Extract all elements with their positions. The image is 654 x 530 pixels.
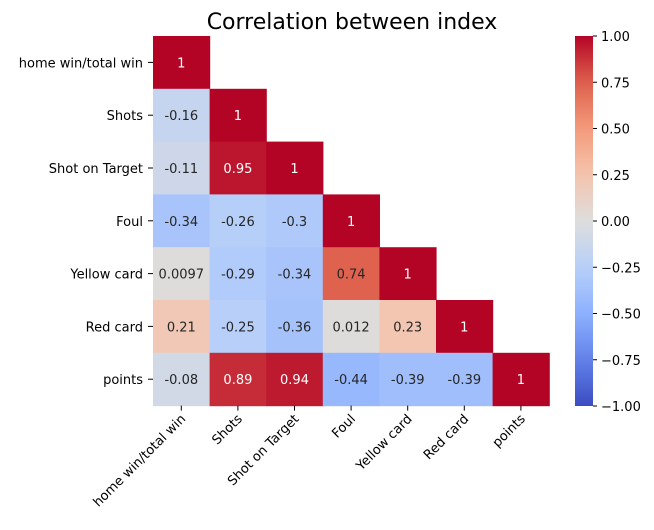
heatmap-cell-6-2 [266, 352, 324, 407]
cell-value-label-5-1: -0.25 [221, 320, 255, 335]
heatmap-cell-4-2 [266, 247, 324, 301]
heatmap-cell-2-2 [266, 141, 324, 195]
heatmap-cell-0-0 [153, 36, 211, 90]
cell-value-label-6-5: -0.39 [447, 373, 481, 388]
heatmap-cell-4-0 [153, 247, 211, 301]
heatmap-cell-6-1 [209, 352, 267, 407]
heatmap-cells [153, 36, 550, 407]
cell-value-label-3-3: 1 [347, 215, 355, 230]
cell-value-label-1-0: -0.16 [164, 109, 198, 124]
cell-value-label-6-3: -0.44 [334, 373, 368, 388]
cell-value-label-4-2: -0.34 [278, 268, 312, 283]
cell-value-label-5-2: -0.36 [278, 320, 312, 335]
y-tick-label-0: home win/total win [19, 56, 143, 71]
y-tick-label-5: Red card [86, 320, 143, 335]
heatmap-cell-5-1 [209, 300, 267, 354]
heatmap-cell-5-0 [153, 300, 211, 354]
colorbar-tick-label-2: 0.50 [601, 123, 630, 138]
cell-value-label-6-2: 0.94 [280, 373, 309, 388]
heatmap-cell-6-5 [436, 352, 494, 407]
heatmap-cell-6-3 [322, 352, 380, 407]
colorbar-tick-label-4: 0.00 [601, 215, 630, 230]
heatmap-cell-4-3 [322, 247, 380, 301]
cell-value-label-4-3: 0.74 [337, 268, 366, 283]
heatmap-cell-5-2 [266, 300, 324, 354]
colorbar-tick-label-3: 0.25 [601, 169, 630, 184]
cell-value-label-5-3: 0.012 [332, 320, 369, 335]
colorbar-tick-label-0: 1.00 [601, 30, 630, 45]
heatmap-cell-3-0 [153, 194, 211, 248]
cell-value-label-6-6: 1 [517, 373, 525, 388]
cell-value-label-2-2: 1 [290, 162, 298, 177]
x-tick-label-3: Foul [329, 412, 359, 442]
cell-value-label-5-0: 0.21 [167, 320, 196, 335]
x-tick-label-6: points [490, 412, 529, 451]
cell-value-label-6-0: -0.08 [164, 373, 198, 388]
cell-value-label-3-1: -0.26 [221, 215, 255, 230]
cell-value-label-5-4: 0.23 [393, 320, 422, 335]
heatmap-cell-3-2 [266, 194, 324, 248]
x-tick-label-1: Shots [209, 412, 245, 448]
cell-value-label-1-1: 1 [234, 109, 242, 124]
x-tick-label-5: Red card [421, 412, 472, 463]
colorbar-ticks: 1.00 0.75 0.50 0.25 0.00 −0.25 −0.50 −0.75 −1.00 [593, 30, 641, 415]
y-tick-label-3: Foul [116, 215, 143, 230]
cell-value-label-6-1: 0.89 [223, 373, 252, 388]
y-tick-label-6: points [103, 373, 143, 388]
heatmap-cell-6-4 [379, 352, 437, 407]
colorbar-tick-label-1: 0.75 [601, 76, 630, 91]
cell-value-label-6-4: -0.39 [391, 373, 425, 388]
cell-value-label-0-0: 1 [177, 56, 185, 71]
heatmap-cell-6-0 [153, 352, 211, 407]
cell-value-label-3-2: -0.3 [282, 215, 307, 230]
heatmap-cell-labels: 1 -0.16 1 -0.11 0.95 1 -0.34 -0.26 -0.3 1 0.0097 -0… [159, 56, 525, 388]
cell-value-label-5-5: 1 [460, 320, 468, 335]
x-tick-label-0: home win/total win [91, 412, 189, 510]
heatmap-cell-5-4 [379, 300, 437, 354]
colorbar-tick-label-5: −0.25 [601, 261, 641, 276]
y-tick-label-4: Yellow card [69, 268, 143, 283]
colorbar-gradient [575, 36, 593, 406]
cell-value-label-4-1: -0.29 [221, 268, 255, 283]
heatmap-cell-2-1 [209, 141, 267, 195]
cell-value-label-4-0: 0.0097 [159, 268, 205, 283]
heatmap-cell-3-1 [209, 194, 267, 248]
colorbar: 1.00 0.75 0.50 0.25 0.00 −0.25 −0.50 −0.75 −1.00 [575, 30, 641, 415]
y-axis-ticks: home win/total win Shots Shot on Target Fou… [19, 56, 153, 388]
heatmap-cell-4-4 [379, 247, 437, 301]
cell-value-label-2-0: -0.11 [164, 162, 198, 177]
colorbar-tick-label-8: −1.00 [601, 400, 641, 415]
colorbar-tick-label-6: −0.50 [601, 308, 641, 323]
cell-value-label-2-1: 0.95 [223, 162, 252, 177]
y-tick-label-2: Shot on Target [49, 162, 143, 177]
chart-title: Correlation between index [207, 10, 498, 35]
cell-value-label-3-0: -0.34 [164, 215, 198, 230]
heatmap-cell-2-0 [153, 141, 211, 195]
heatmap-cell-6-6 [492, 352, 550, 407]
heatmap-cell-5-3 [322, 300, 380, 354]
heatmap-cell-4-1 [209, 247, 267, 301]
heatmap-cell-1-0 [153, 88, 211, 143]
heatmap-cell-1-1 [209, 88, 267, 143]
x-tick-label-4: Yellow card [353, 412, 416, 475]
heatmap-cell-5-5 [436, 300, 494, 354]
heatmap-cell-3-3 [322, 194, 380, 248]
y-tick-label-1: Shots [107, 109, 144, 124]
colorbar-tick-label-7: −0.75 [601, 354, 641, 369]
cell-value-label-4-4: 1 [404, 268, 412, 283]
